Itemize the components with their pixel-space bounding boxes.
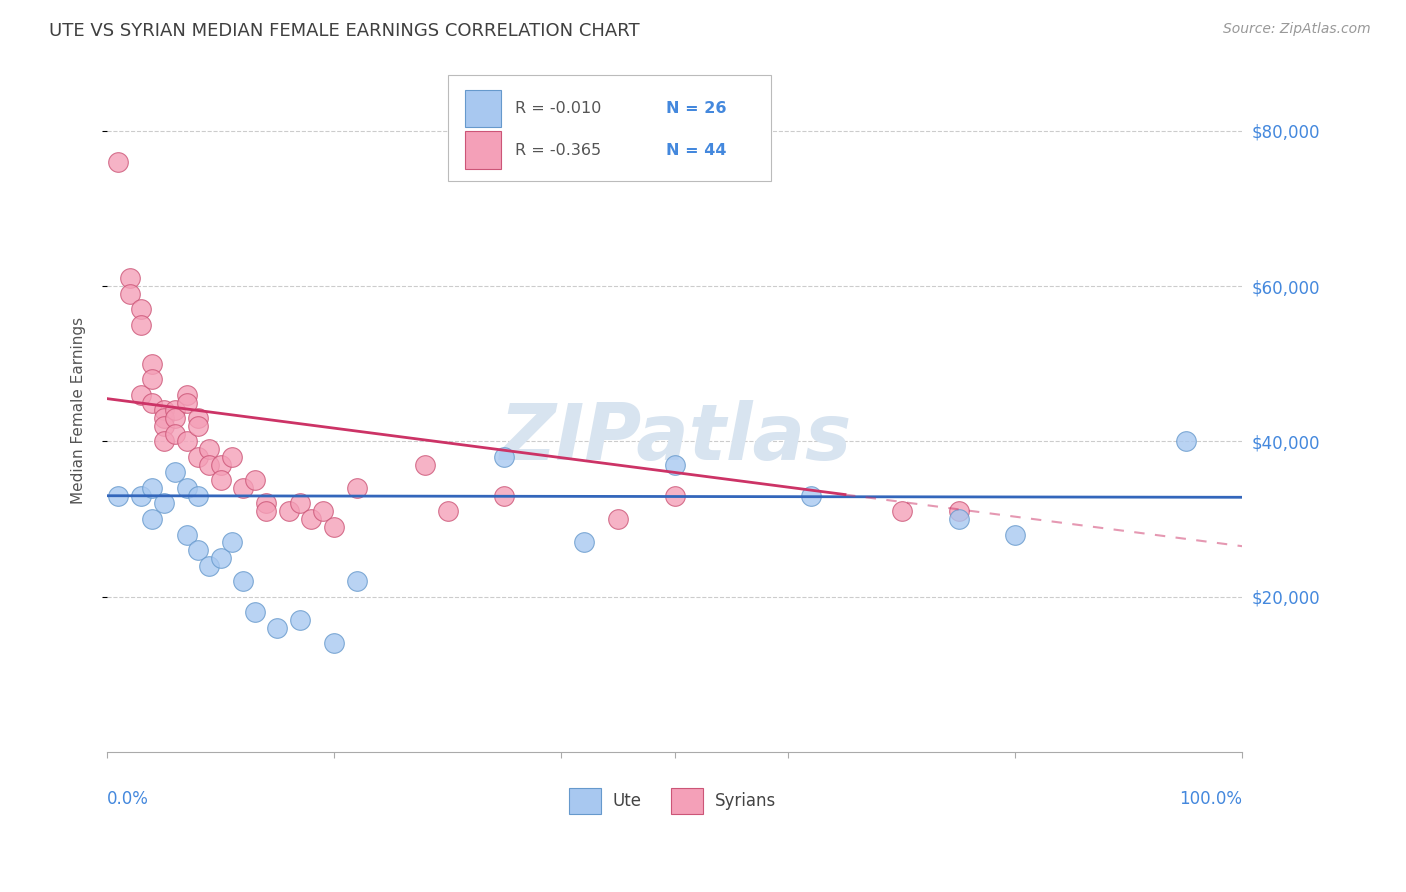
Point — [141, 395, 163, 409]
Point — [494, 489, 516, 503]
Point — [153, 411, 176, 425]
Point — [607, 512, 630, 526]
Point — [129, 489, 152, 503]
Text: Ute: Ute — [612, 792, 641, 810]
Point — [187, 543, 209, 558]
Point — [494, 450, 516, 464]
Point — [948, 512, 970, 526]
Point — [800, 489, 823, 503]
Point — [299, 512, 322, 526]
Point — [266, 621, 288, 635]
Point — [141, 372, 163, 386]
Point — [165, 426, 187, 441]
Point — [664, 458, 686, 472]
FancyBboxPatch shape — [465, 90, 501, 128]
Y-axis label: Median Female Earnings: Median Female Earnings — [72, 317, 86, 504]
Point — [1004, 527, 1026, 541]
Text: N = 26: N = 26 — [665, 101, 725, 116]
Point — [141, 357, 163, 371]
FancyBboxPatch shape — [447, 75, 772, 181]
Point — [153, 403, 176, 417]
Point — [107, 489, 129, 503]
Point — [141, 512, 163, 526]
Point — [890, 504, 912, 518]
Text: R = -0.010: R = -0.010 — [515, 101, 600, 116]
Point — [572, 535, 595, 549]
Point — [129, 388, 152, 402]
Point — [176, 395, 198, 409]
Point — [165, 411, 187, 425]
Point — [254, 504, 277, 518]
Point — [209, 550, 232, 565]
Point — [153, 418, 176, 433]
Text: ZIPatlas: ZIPatlas — [499, 400, 851, 475]
Point — [288, 496, 311, 510]
Point — [312, 504, 335, 518]
Point — [187, 489, 209, 503]
Point — [198, 442, 221, 457]
Point — [221, 450, 243, 464]
Point — [107, 154, 129, 169]
Point — [413, 458, 436, 472]
Point — [1174, 434, 1197, 449]
Text: R = -0.365: R = -0.365 — [515, 143, 600, 158]
Point — [176, 527, 198, 541]
Point — [232, 574, 254, 589]
Point — [198, 458, 221, 472]
Point — [176, 481, 198, 495]
Point — [141, 481, 163, 495]
Point — [346, 481, 368, 495]
FancyBboxPatch shape — [465, 131, 501, 169]
Point — [323, 520, 346, 534]
Point — [165, 466, 187, 480]
Point — [232, 481, 254, 495]
Point — [243, 605, 266, 619]
Point — [187, 450, 209, 464]
Point — [129, 318, 152, 332]
Text: Source: ZipAtlas.com: Source: ZipAtlas.com — [1223, 22, 1371, 37]
Point — [209, 473, 232, 487]
Point — [288, 613, 311, 627]
Point — [187, 411, 209, 425]
Point — [118, 271, 141, 285]
Point — [221, 535, 243, 549]
Text: UTE VS SYRIAN MEDIAN FEMALE EARNINGS CORRELATION CHART: UTE VS SYRIAN MEDIAN FEMALE EARNINGS COR… — [49, 22, 640, 40]
Point — [129, 302, 152, 317]
Point — [187, 418, 209, 433]
Point — [209, 458, 232, 472]
Text: Syrians: Syrians — [714, 792, 776, 810]
Point — [176, 434, 198, 449]
Text: N = 44: N = 44 — [665, 143, 725, 158]
Point — [664, 489, 686, 503]
Point — [165, 403, 187, 417]
Point — [277, 504, 299, 518]
Point — [118, 286, 141, 301]
Text: 100.0%: 100.0% — [1180, 789, 1243, 807]
Point — [198, 558, 221, 573]
Point — [176, 388, 198, 402]
FancyBboxPatch shape — [671, 789, 703, 814]
Text: 0.0%: 0.0% — [107, 789, 149, 807]
Point — [346, 574, 368, 589]
FancyBboxPatch shape — [569, 789, 600, 814]
Point — [323, 636, 346, 650]
Point — [948, 504, 970, 518]
Point — [254, 496, 277, 510]
Point — [436, 504, 458, 518]
Point — [153, 496, 176, 510]
Point — [153, 434, 176, 449]
Point — [243, 473, 266, 487]
